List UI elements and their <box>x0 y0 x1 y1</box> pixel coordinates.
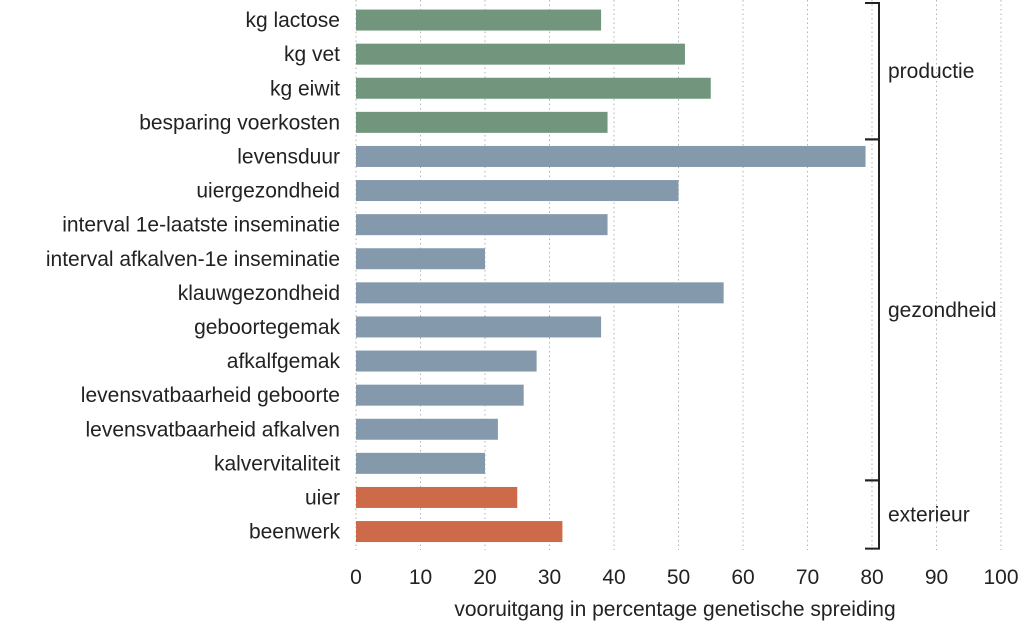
category-label: klauwgezondheid <box>178 282 340 305</box>
category-label: kg vet <box>284 43 340 66</box>
category-label: uier <box>305 486 340 509</box>
bar-kg-lactose <box>356 9 602 31</box>
bar-interval-afkalven-1e-inseminatie <box>356 248 485 270</box>
category-label: kg eiwit <box>270 77 340 100</box>
bracket-exterieur <box>865 479 880 550</box>
bracket-gezondheid <box>865 138 880 482</box>
x-tick-label: 30 <box>538 566 561 589</box>
bars <box>356 9 866 543</box>
bar-geboortegemak <box>356 316 602 338</box>
bar-beenwerk <box>356 521 563 543</box>
bar-afkalfgemak <box>356 350 537 372</box>
bar-levensduur <box>356 145 866 167</box>
x-tick-label: 0 <box>350 566 362 589</box>
group-brackets: productie gezondheid exterieur <box>865 2 997 550</box>
x-tick-label: 70 <box>796 566 819 589</box>
x-tick-label: 10 <box>409 566 432 589</box>
category-label: afkalfgemak <box>227 350 341 373</box>
x-tick-label: 60 <box>731 566 754 589</box>
category-label: levensvatbaarheid geboorte <box>81 384 340 407</box>
bar-interval-1e-laatste-inseminatie <box>356 214 608 236</box>
bar-kalvervitaliteit <box>356 452 485 474</box>
bar-kg-vet <box>356 43 685 65</box>
group-label-productie: productie <box>888 60 974 83</box>
x-tick-label: 90 <box>925 566 948 589</box>
category-labels: kg lactose kg vet kg eiwit besparing voerko… <box>46 9 341 544</box>
x-axis-title: vooruitgang in percentage genetische spr… <box>454 598 895 621</box>
x-tick-label: 100 <box>983 566 1018 589</box>
bar-klauwgezondheid <box>356 282 724 304</box>
bar-uier <box>356 486 518 508</box>
category-label: beenwerk <box>249 521 341 544</box>
category-label: geboortegemak <box>194 316 340 339</box>
category-label: levensduur <box>237 145 340 168</box>
category-label: levensvatbaarheid afkalven <box>85 418 340 441</box>
bar-uiergezondheid <box>356 180 679 202</box>
x-tick-label: 40 <box>602 566 625 589</box>
x-tick-labels: 0 10 20 30 40 50 60 70 80 90 100 <box>350 566 1018 589</box>
category-label: interval afkalven-1e inseminatie <box>46 248 340 271</box>
group-label-exterieur: exterieur <box>888 504 970 527</box>
bar-besparing-voerkosten <box>356 111 608 133</box>
x-tick-label: 50 <box>667 566 690 589</box>
x-tick-label: 80 <box>860 566 883 589</box>
group-label-gezondheid: gezondheid <box>888 299 997 322</box>
category-label: kalvervitaliteit <box>214 452 340 475</box>
category-label: besparing voerkosten <box>139 111 340 134</box>
category-label: interval 1e-laatste inseminatie <box>62 214 340 237</box>
bar-levensvatbaarheid-geboorte <box>356 384 524 406</box>
bar-kg-eiwit <box>356 77 711 99</box>
gridlines <box>355 0 1002 550</box>
category-label: uiergezondheid <box>196 180 340 203</box>
category-label: kg lactose <box>245 9 340 32</box>
bar-levensvatbaarheid-afkalven <box>356 418 498 440</box>
x-tick-label: 20 <box>473 566 496 589</box>
